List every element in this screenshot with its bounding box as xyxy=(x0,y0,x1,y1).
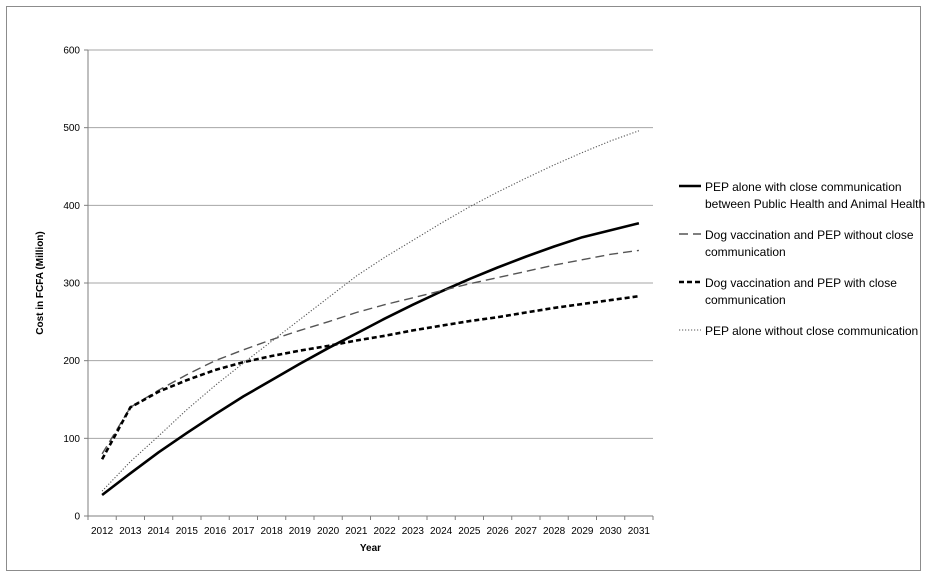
series-line-0 xyxy=(101,221,640,497)
legend-label: PEP alone without close communication xyxy=(705,324,919,338)
legend: PEP alone with close communication betwe… xyxy=(679,179,928,354)
axes xyxy=(84,49,654,520)
x-tick-label: 2017 xyxy=(232,526,255,537)
x-tick-label: 2012 xyxy=(91,526,114,537)
series-line-3 xyxy=(101,130,640,492)
gridlines xyxy=(88,49,653,439)
y-tick-label: 600 xyxy=(63,46,80,57)
y-tick-label: 200 xyxy=(63,356,80,367)
legend-label: Dog vaccination and PEP without close co… xyxy=(705,228,914,259)
legend-item: PEP alone without close communication xyxy=(679,323,928,340)
legend-item: Dog vaccination and PEP with close commu… xyxy=(679,275,928,309)
x-tick-label: 2018 xyxy=(261,526,284,537)
x-tick-label: 2016 xyxy=(204,526,227,537)
x-tick-label: 2024 xyxy=(430,526,453,537)
legend-label: Dog vaccination and PEP with close commu… xyxy=(705,276,897,307)
x-tick-label: 2029 xyxy=(571,526,594,537)
x-tick-label: 2031 xyxy=(628,526,651,537)
x-tick-label: 2014 xyxy=(148,526,171,537)
y-tick-labels: 0 100 200 300 400 500 600 xyxy=(63,46,80,523)
x-axis-title: Year xyxy=(360,543,381,554)
x-tick-labels: 2012 2013 2014 2015 2016 2017 2018 2019 2020 2021… xyxy=(91,526,650,537)
x-tick-label: 2030 xyxy=(600,526,623,537)
x-tick-label: 2023 xyxy=(402,526,425,537)
x-tick-label: 2022 xyxy=(374,526,397,537)
y-tick-label: 400 xyxy=(63,201,80,212)
legend-swatch xyxy=(679,329,701,331)
series-line-2 xyxy=(100,294,640,460)
x-tick-label: 2019 xyxy=(289,526,312,537)
series-line-1 xyxy=(101,249,639,455)
chart-frame: 0 100 200 300 400 500 600 2012 2013 2014 2015 2016… xyxy=(6,6,925,571)
x-tick-label: 2013 xyxy=(119,526,142,537)
y-tick-label: 500 xyxy=(63,123,80,134)
x-tick-label: 2027 xyxy=(515,526,538,537)
x-tick-label: 2028 xyxy=(543,526,566,537)
x-tick-label: 2015 xyxy=(176,526,199,537)
y-tick-label: 0 xyxy=(74,512,80,523)
legend-label: PEP alone with close communication betwe… xyxy=(705,180,926,211)
y-tick-label: 300 xyxy=(63,279,80,290)
legend-swatch xyxy=(679,184,701,188)
x-tick-label: 2025 xyxy=(458,526,481,537)
y-axis-title: Cost in FCFA (Million) xyxy=(35,231,46,335)
series-lines xyxy=(100,130,640,497)
x-tick-label: 2020 xyxy=(317,526,340,537)
x-tick-label: 2021 xyxy=(345,526,368,537)
line-chart: 0 100 200 300 400 500 600 2012 2013 2014 2015 2016… xyxy=(35,46,654,554)
legend-item: PEP alone with close communication betwe… xyxy=(679,179,928,213)
y-tick-label: 100 xyxy=(63,434,80,445)
legend-item: Dog vaccination and PEP without close co… xyxy=(679,227,928,261)
legend-swatch xyxy=(679,280,701,284)
x-tick-label: 2026 xyxy=(487,526,510,537)
legend-swatch xyxy=(679,233,701,235)
